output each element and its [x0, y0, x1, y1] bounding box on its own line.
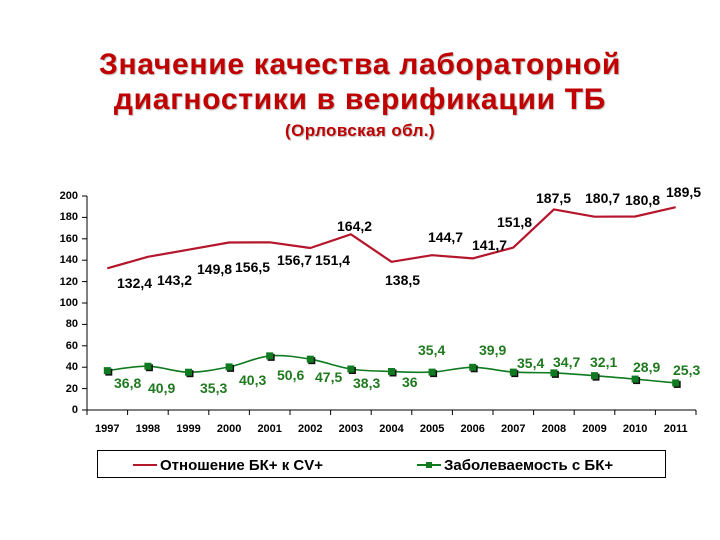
x-tick-label: 1997 [95, 423, 120, 435]
data-label-bk-cv-ratio: 189,5 [666, 184, 702, 200]
data-label-bk-cv-ratio: 132,4 [117, 275, 153, 291]
y-tick-label: 200 [59, 190, 78, 202]
square-marker-icon [672, 379, 680, 387]
y-tick-label: 20 [65, 382, 78, 395]
data-label-bk-cv-ratio: 141,7 [472, 237, 508, 253]
legend-item-bk-incidence: Заболеваемость с БК+ [417, 451, 613, 479]
data-label-bk-incidence: 47,5 [315, 369, 343, 385]
x-tick-label: 2010 [622, 423, 648, 435]
square-marker-icon [591, 372, 598, 380]
data-label-bk-incidence: 35,4 [418, 342, 446, 358]
square-marker-icon [428, 368, 436, 376]
square-marker-icon [185, 368, 192, 376]
x-tick-label: 2005 [419, 423, 445, 435]
x-tick-label: 2004 [379, 423, 404, 435]
y-tick-label: 140 [59, 254, 78, 267]
x-tick-label: 2011 [663, 423, 688, 435]
y-tick-label: 60 [65, 339, 78, 352]
square-marker-icon [469, 363, 477, 371]
series-line-bk-cv-ratio [107, 206, 676, 270]
y-tick-label: 0 [71, 404, 78, 416]
chart-axes [82, 195, 697, 415]
square-marker-icon [103, 367, 111, 375]
data-label-bk-incidence: 40,9 [148, 380, 176, 396]
data-label-bk-cv-ratio: 138,5 [385, 272, 421, 288]
y-tick-label: 160 [59, 232, 78, 245]
data-label-bk-cv-ratio: 149,8 [197, 261, 233, 277]
data-label-bk-incidence: 25,3 [673, 362, 701, 378]
square-marker-icon [347, 365, 355, 373]
square-marker-icon [509, 368, 517, 376]
data-label-bk-incidence: 35,4 [517, 355, 545, 371]
legend-label-bk-cv-ratio: Отношение БК+ к CV+ [160, 456, 324, 474]
x-tick-label: 2003 [338, 423, 364, 435]
x-tick-label: 1998 [135, 423, 161, 435]
chart-title-line-1: Значение качества лабораторной [98, 48, 622, 81]
red-line-legend-icon [133, 460, 157, 470]
square-marker-icon [306, 355, 314, 363]
data-label-bk-cv-ratio: 187,5 [536, 190, 572, 206]
data-label-bk-cv-ratio: 151,8 [497, 214, 533, 230]
chart-subtitle: (Орловская обл.) [285, 121, 435, 140]
square-marker-icon [144, 362, 152, 370]
data-label-bk-incidence: 34,7 [553, 354, 581, 370]
x-tick-label: 2007 [501, 423, 526, 435]
x-tick-label: 2002 [298, 423, 323, 435]
data-label-bk-incidence: 39,9 [479, 342, 507, 358]
data-label-bk-cv-ratio: 151,4 [315, 252, 351, 268]
y-tick-label: 80 [65, 318, 78, 331]
data-label-bk-incidence: 38,3 [353, 375, 381, 391]
y-tick-label: 120 [59, 275, 78, 288]
data-label-bk-incidence: 32,1 [590, 354, 618, 370]
y-tick-label: 180 [59, 211, 78, 224]
data-label-bk-incidence: 36,8 [114, 375, 142, 391]
y-tick-label: 100 [59, 297, 78, 309]
square-marker-icon [631, 375, 639, 383]
data-label-bk-cv-ratio: 156,7 [277, 252, 313, 268]
x-tick-label: 2001 [257, 423, 282, 435]
data-label-bk-cv-ratio: 143,2 [157, 272, 193, 288]
chart-legend: Отношение БК+ к CV+ Заболеваемость с БК+ [97, 450, 666, 478]
legend-label-bk-incidence: Заболеваемость с БК+ [444, 456, 614, 474]
x-tick-label: 2000 [216, 423, 242, 435]
square-marker-icon [550, 369, 558, 377]
x-tick-label: 2008 [541, 423, 567, 435]
data-label-bk-incidence: 28,9 [633, 359, 661, 375]
data-label-bk-incidence: 50,6 [277, 367, 305, 383]
x-tick-label: 1999 [176, 423, 201, 435]
chart-title-line-2: диагностики в верификации ТБ [113, 83, 607, 116]
series-markers [103, 352, 681, 388]
data-label-bk-cv-ratio: 164,2 [337, 218, 373, 234]
data-label-bk-incidence: 40,3 [239, 372, 267, 388]
x-tick-label: 2009 [582, 423, 607, 435]
square-marker-icon [266, 352, 274, 360]
legend-item-bk-cv-ratio: Отношение БК+ к CV+ [133, 451, 323, 479]
data-label-bk-cv-ratio: 180,8 [625, 192, 661, 208]
data-label-bk-cv-ratio: 144,7 [428, 229, 464, 245]
data-label-bk-incidence: 36 [402, 374, 418, 390]
square-marker-icon [225, 363, 233, 371]
data-label-bk-incidence: 35,3 [200, 380, 228, 396]
y-tick-label: 40 [65, 361, 78, 374]
data-label-bk-cv-ratio: 156,5 [235, 259, 271, 275]
green-square-marker-legend-icon [417, 460, 441, 470]
data-label-bk-cv-ratio: 180,7 [585, 190, 621, 206]
square-marker-icon [388, 367, 395, 375]
x-tick-label: 2006 [460, 423, 485, 435]
